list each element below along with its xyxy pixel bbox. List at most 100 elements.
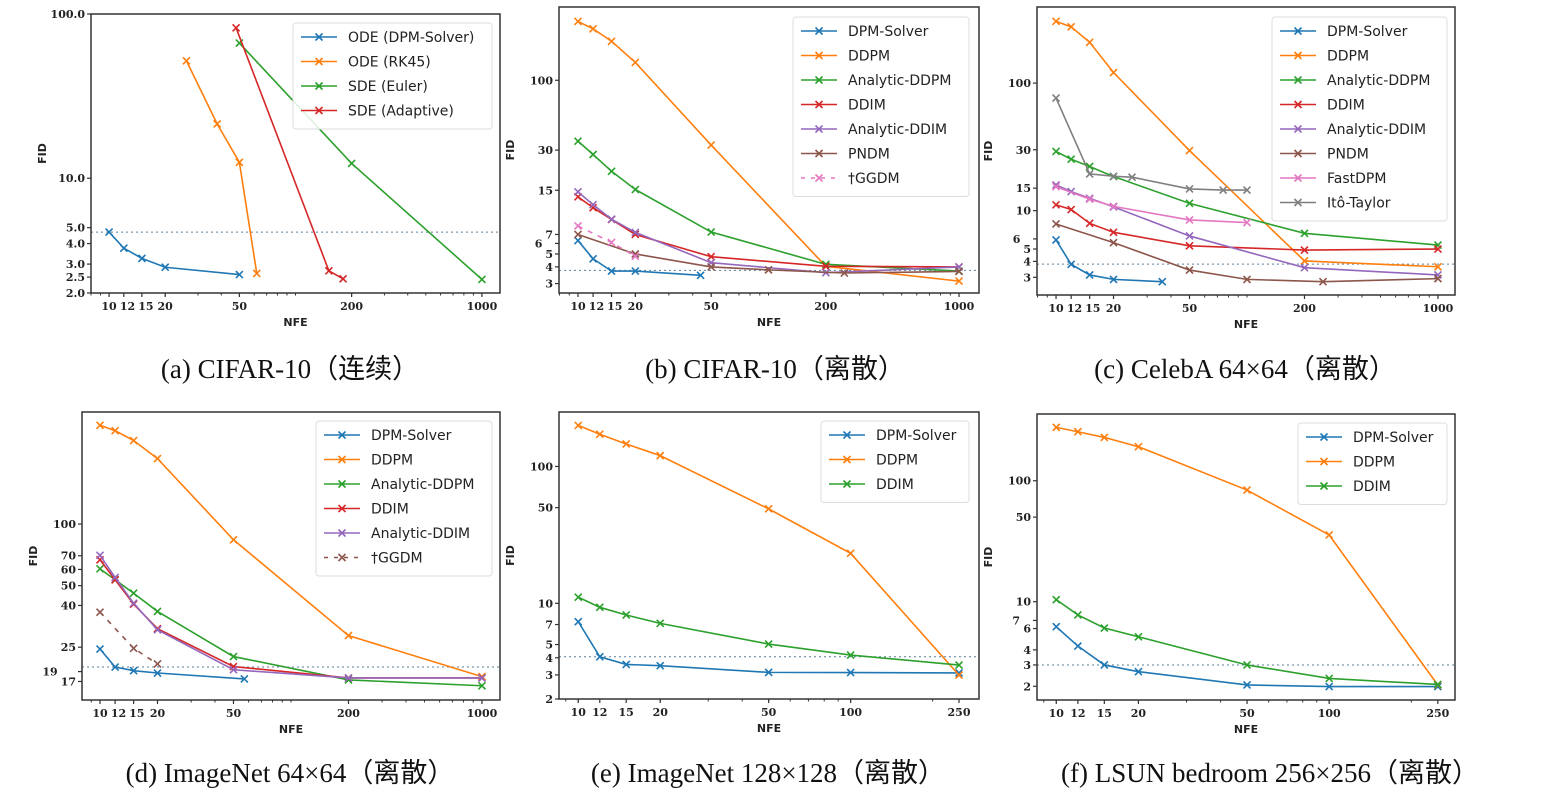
subplot-b: 10 12 15 20 50 200 1000345671530100NFEFIDDPM-S… <box>504 6 980 384</box>
legend-marker <box>842 430 852 440</box>
data-point <box>182 56 191 65</box>
legend-label: Analytic-DDPM <box>1327 73 1430 89</box>
data-point <box>347 159 356 168</box>
y-tick-label: 15 <box>538 184 553 197</box>
legend-marker <box>337 553 347 562</box>
legend-marker <box>337 479 347 489</box>
series-dpm-solver <box>1051 235 1167 286</box>
data-point <box>656 661 665 670</box>
series-line <box>1055 626 1438 688</box>
legend-label: †GGDM <box>848 171 900 187</box>
y-tick-label: 10 <box>538 597 554 610</box>
data-point <box>161 263 170 272</box>
data-point <box>339 274 348 283</box>
data-point <box>95 608 105 617</box>
data-point <box>589 24 598 33</box>
x-tick-label: 50 <box>761 706 777 719</box>
y-tick-label: 3 <box>1023 659 1031 672</box>
data-point <box>111 575 120 584</box>
x-tick-label: 12 <box>1067 302 1082 315</box>
series-dpm-solver <box>573 236 705 280</box>
x-tick-label: 100 <box>1318 707 1341 720</box>
y-tick-label: 5 <box>545 639 553 652</box>
x-tick-label: 15 <box>129 707 144 720</box>
legend-label: DDIM <box>1353 479 1391 495</box>
data-point <box>573 230 583 239</box>
data-point <box>1134 442 1143 451</box>
legend-label: Analytic-DDPM <box>371 477 474 493</box>
data-point <box>656 619 665 628</box>
data-point <box>232 23 241 32</box>
data-point <box>589 200 598 209</box>
legend-label: DPM-Solver <box>371 428 452 444</box>
data-point <box>1100 623 1109 633</box>
legend-marker <box>1319 457 1329 466</box>
data-point <box>589 150 598 159</box>
series-ddpm <box>95 421 487 681</box>
data-point <box>1185 215 1194 225</box>
y-tick-label: 100 <box>1008 77 1031 90</box>
data-point <box>1073 610 1082 620</box>
data-point <box>1325 530 1334 540</box>
legend-marker <box>814 26 824 36</box>
y-tick-label: 100.0 <box>51 8 86 21</box>
data-point <box>707 262 716 271</box>
data-point <box>213 119 222 129</box>
data-point <box>1300 256 1309 266</box>
legend-label: DDPM <box>1353 455 1395 471</box>
legend-label: DDPM <box>1327 49 1369 65</box>
data-point <box>1109 238 1118 247</box>
y-tick-label: 50 <box>1016 511 1032 524</box>
x-tick-label: 10 <box>101 300 117 313</box>
series-line <box>99 611 158 665</box>
series-line <box>577 233 960 274</box>
data-point <box>840 268 849 278</box>
x-tick-label: 15 <box>1097 707 1112 720</box>
data-point <box>1325 682 1334 691</box>
x-tick-label: 1000 <box>467 707 498 720</box>
series-ddim <box>1052 595 1442 689</box>
data-point <box>111 662 120 672</box>
legend-marker <box>314 32 324 42</box>
legend-marker <box>337 528 347 538</box>
data-point <box>595 603 604 612</box>
data-point <box>1185 199 1194 208</box>
data-point <box>622 439 631 449</box>
data-point <box>1073 641 1082 651</box>
x-tick-label: 1000 <box>1423 302 1454 315</box>
data-point <box>707 252 716 261</box>
x-tick-label: 1000 <box>467 300 498 313</box>
y-tick-label: 4 <box>545 261 553 274</box>
y-tick-label: 5 <box>545 248 553 261</box>
y-tick-label: 10 <box>1016 596 1032 609</box>
data-point <box>1067 22 1076 31</box>
y-tick-label: 3 <box>545 669 553 682</box>
legend-marker <box>1293 149 1303 158</box>
y-axis-label: FID <box>36 143 49 164</box>
legend-marker <box>1319 432 1329 442</box>
series-pndm <box>573 230 964 278</box>
legend-marker <box>1293 51 1303 60</box>
data-point <box>631 252 640 261</box>
y-tick-label: 10.0 <box>58 172 85 185</box>
y-tick-label: 100 <box>530 460 553 473</box>
data-point <box>1242 680 1252 690</box>
series-dpm-solver <box>574 617 964 678</box>
series--ggdm <box>95 608 162 669</box>
x-tick-label: 12 <box>592 706 607 719</box>
data-point <box>764 668 773 677</box>
series-line <box>577 596 960 666</box>
legend-label: PNDM <box>848 147 890 163</box>
x-axis-label: NFE <box>757 316 781 329</box>
subplot-e: 10 12 15 20 50 100 250 2 3 45 7 10 50 100 NFE FID DPM-So… <box>504 411 980 788</box>
y-tick-label: 7 <box>1012 614 1020 627</box>
data-point <box>235 270 244 279</box>
series-line <box>1055 598 1438 686</box>
legend-label: Analytic-DDIM <box>371 526 470 542</box>
legend-label: FastDPM <box>1327 171 1386 187</box>
series-line <box>99 559 482 679</box>
data-point <box>1109 68 1118 77</box>
data-point <box>1433 680 1442 689</box>
y-tick-label: 2.5 <box>66 271 85 284</box>
data-point <box>764 504 773 513</box>
